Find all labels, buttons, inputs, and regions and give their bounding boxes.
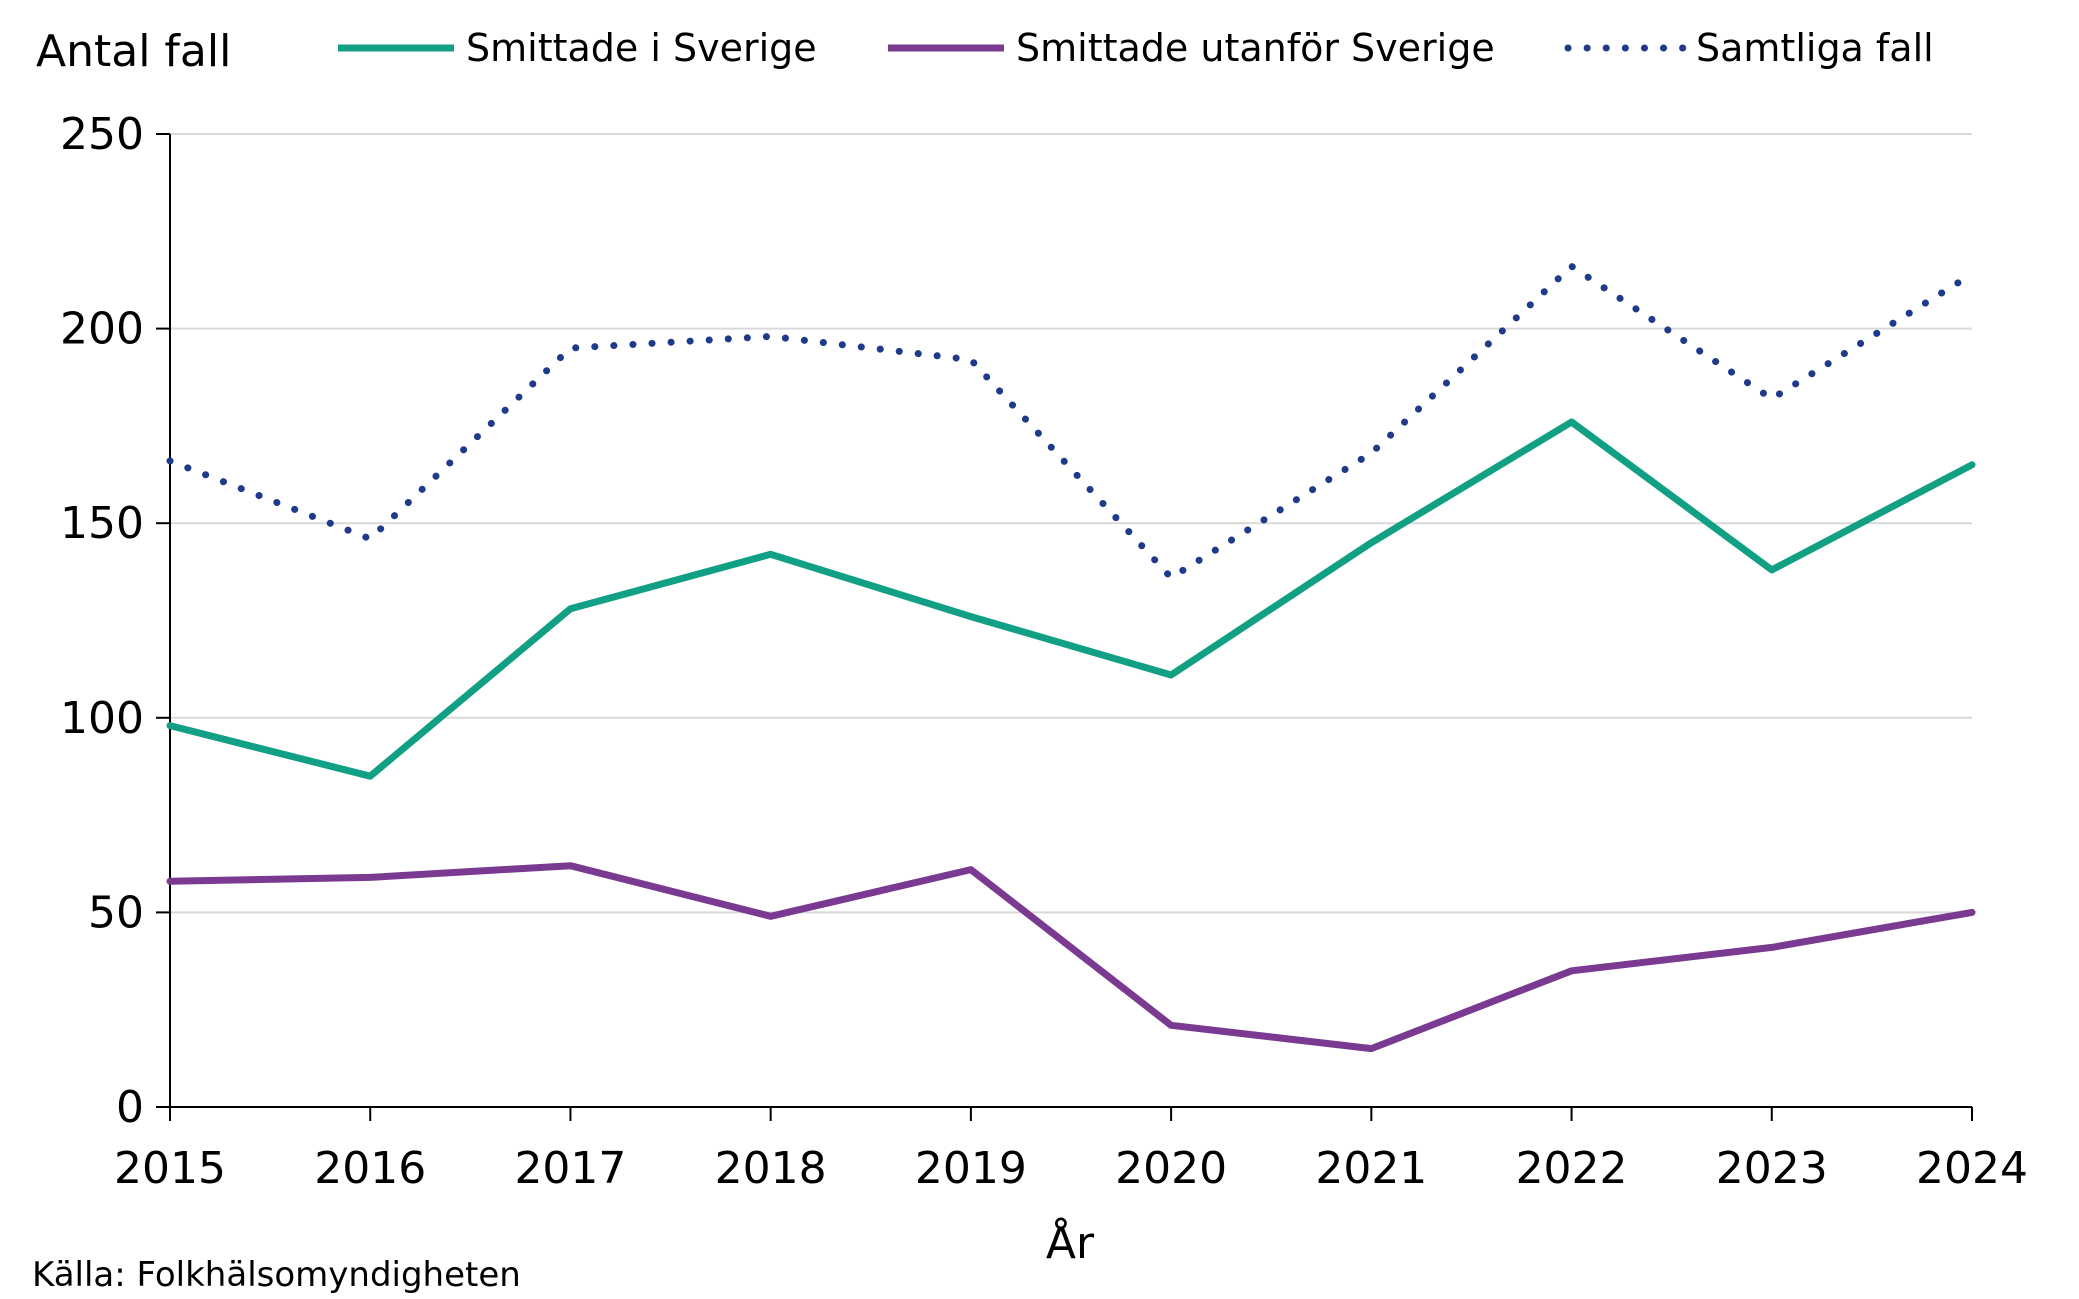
series-line-2 <box>166 862 1976 1053</box>
x-tick-label: 2020 <box>1115 1143 1227 1194</box>
x-tick-label: 2024 <box>1916 1143 2028 1194</box>
x-tick-label: 2022 <box>1516 1143 1628 1194</box>
legend-label: Samtliga fall <box>1696 26 1934 70</box>
y-tick-label: 200 <box>60 304 144 355</box>
y-tick-label: 100 <box>60 693 144 744</box>
series-line-1 <box>166 418 1976 780</box>
x-tick-label: 2015 <box>114 1143 226 1194</box>
x-axis-title: År <box>1046 1216 1095 1269</box>
x-tick-label: 2016 <box>314 1143 426 1194</box>
legend-label: Smittade i Sverige <box>466 26 817 70</box>
y-tick-labels: 0 50 100 150 200 250 <box>60 109 144 1133</box>
legend-label: Smittade utanför Sverige <box>1016 26 1495 70</box>
x-tick-label: 2018 <box>715 1143 827 1194</box>
source-note: Källa: Folkhälsomyndigheten <box>32 1255 521 1295</box>
x-tick-label: 2017 <box>514 1143 626 1194</box>
y-axis-title: Antal fall <box>36 26 231 77</box>
x-tick-label: 2021 <box>1315 1143 1427 1194</box>
y-tick-label: 50 <box>88 887 144 938</box>
y-tick-label: 0 <box>116 1082 144 1133</box>
y-tick-label: 150 <box>60 498 144 549</box>
x-tick-labels: 2015 2016 2017 2018 2019 2020 2021 2022 2023 2024 <box>114 1143 2028 1194</box>
series-lines <box>166 262 1976 1053</box>
x-tick-label: 2019 <box>915 1143 1027 1194</box>
x-tick-label: 2023 <box>1716 1143 1828 1194</box>
gridlines <box>170 133 1972 914</box>
y-tick-label: 250 <box>60 109 144 160</box>
legend: Smittade i Sverige Smittade utanför Sveri… <box>338 26 1934 70</box>
axes <box>156 133 1973 1121</box>
series-line-3 <box>166 262 1976 582</box>
